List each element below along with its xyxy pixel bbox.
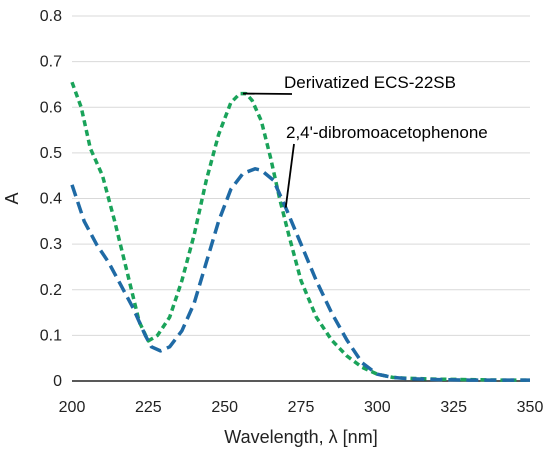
y-tick-label: 0.2: [40, 282, 62, 299]
x-axis-label: Wavelength, λ [nm]: [224, 427, 377, 447]
y-tick-label: 0.1: [40, 327, 62, 344]
annotation-label-1: Derivatized ECS-22SB: [284, 73, 456, 92]
x-tick-label: 325: [440, 399, 467, 416]
x-tick-label: 250: [211, 399, 238, 416]
x-tick-label: 350: [517, 399, 544, 416]
x-tick-labels: 200 225 250 275 300 325 350: [59, 399, 544, 416]
x-tick-label: 200: [59, 399, 86, 416]
y-tick-label: 0.5: [40, 145, 62, 162]
series-layer: [70, 81, 530, 382]
y-tick-label: 0.8: [40, 8, 62, 25]
gridlines: [72, 15, 530, 336]
y-tick-label: 0.6: [40, 99, 62, 116]
annotation-label-2: 2,4'-dibromoacetophenone: [286, 123, 488, 142]
y-tick-label: 0: [53, 373, 62, 390]
x-tick-label: 300: [364, 399, 391, 416]
annotation-layer: Derivatized ECS-22SB 2,4'-dibromoacetophe…: [242, 73, 488, 208]
series-line-2: [70, 167, 530, 382]
x-tick-label: 225: [135, 399, 162, 416]
y-tick-labels: 0 0.1 0.2 0.3 0.4 0.5 0.6 0.7 0.8: [40, 8, 62, 390]
x-tick-label: 275: [288, 399, 315, 416]
y-tick-label: 0.4: [40, 191, 62, 208]
annotation-leader-2: [284, 143, 295, 208]
y-axis-label: A: [2, 192, 22, 204]
y-tick-label: 0.7: [40, 54, 62, 71]
y-tick-label: 0.3: [40, 236, 62, 253]
